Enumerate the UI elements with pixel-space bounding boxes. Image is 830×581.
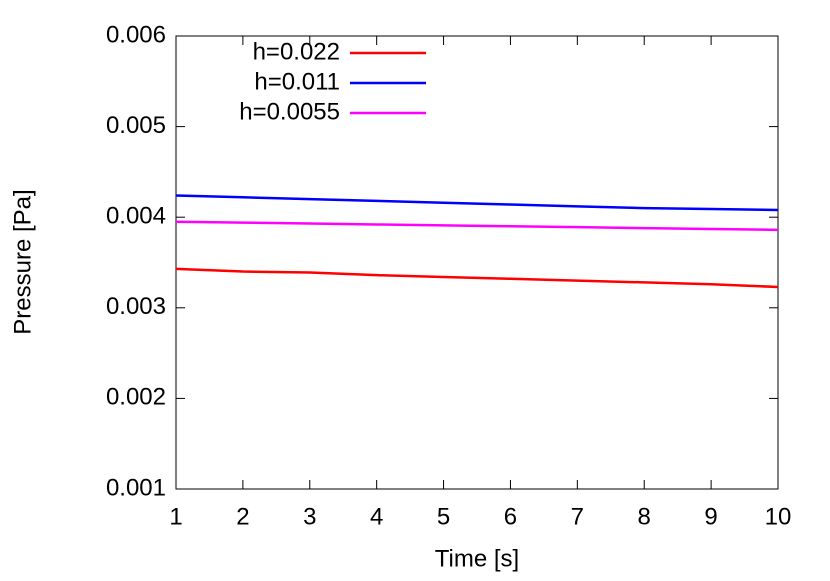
y-tick-label: 0.005 [106, 112, 166, 139]
x-tick-label: 1 [169, 503, 182, 530]
x-tick-label: 7 [571, 503, 584, 530]
legend-label: h=0.011 [254, 68, 340, 95]
series-line [175, 220, 779, 232]
plot-frame [175, 35, 779, 490]
x-tick-label: 4 [370, 503, 383, 530]
series-line [175, 267, 779, 289]
x-tick-label: 6 [504, 503, 517, 530]
y-tick-label: 0.001 [106, 474, 166, 501]
x-tick-label: 3 [303, 503, 316, 530]
x-axis-label: Time [s] [435, 545, 519, 572]
x-tick-label: 9 [704, 503, 717, 530]
y-tick-label: 0.004 [106, 203, 166, 230]
legend-label: h=0.0055 [239, 98, 340, 125]
x-tick-label: 5 [437, 503, 450, 530]
y-axis-label: Pressure [Pa] [9, 189, 36, 334]
y-tick-label: 0.006 [106, 21, 166, 48]
series-line [175, 194, 779, 212]
y-tick-label: 0.002 [106, 384, 166, 411]
x-tick-label: 8 [638, 503, 651, 530]
x-tick-label: 10 [765, 503, 792, 530]
y-tick-label: 0.003 [106, 293, 166, 320]
legend-label: h=0.022 [253, 38, 340, 65]
x-tick-label: 2 [236, 503, 249, 530]
